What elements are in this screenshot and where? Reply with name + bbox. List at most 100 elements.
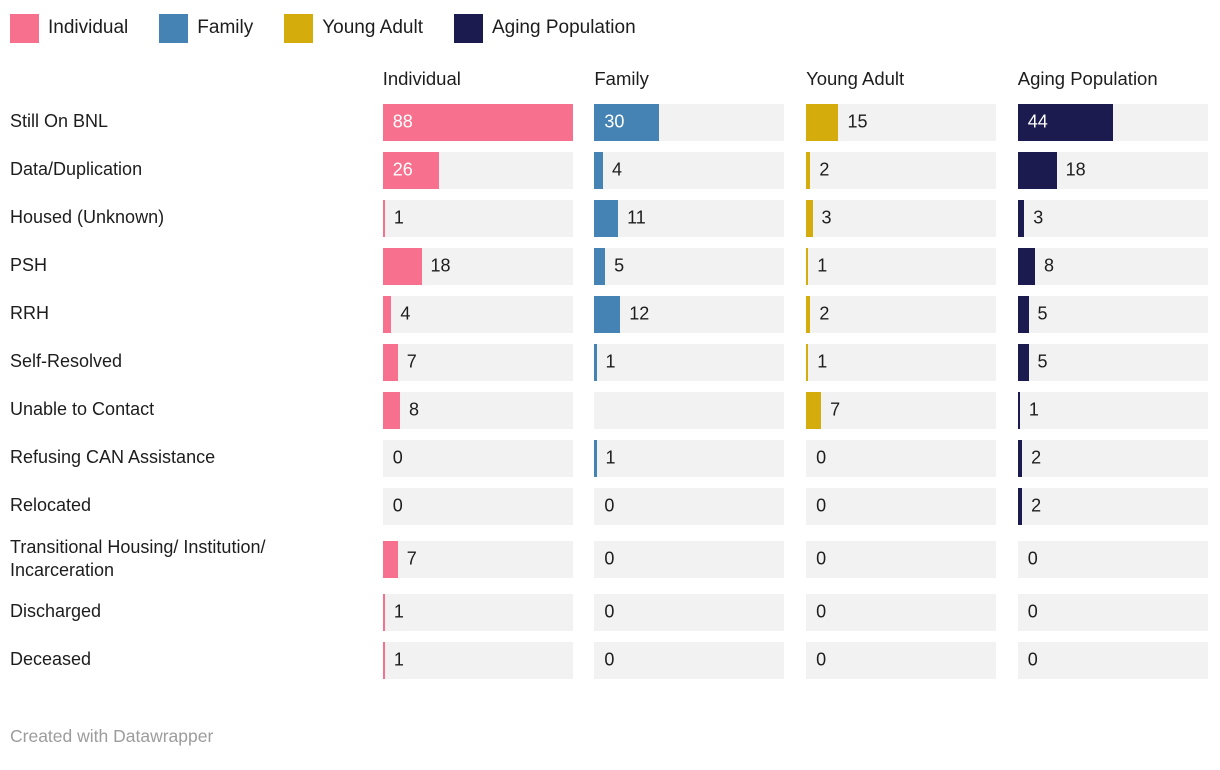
bar — [594, 247, 606, 285]
bar-track: 12 — [594, 295, 785, 333]
bar-track: 1 — [382, 199, 573, 237]
bar-track: 7 — [806, 391, 997, 429]
row-label: Deceased — [10, 649, 92, 670]
bar-track: 5 — [1017, 295, 1208, 333]
bar-track: 4 — [382, 295, 573, 333]
bar-track: 0 — [382, 487, 573, 525]
bar — [806, 103, 839, 141]
bar — [382, 247, 422, 285]
value-label: 8 — [1044, 255, 1055, 276]
bar-track: 8 — [382, 391, 573, 429]
legend-label: Aging Population — [491, 17, 636, 38]
bar-track: 2 — [806, 151, 997, 189]
bar-track: 7 — [382, 343, 573, 381]
bar — [806, 199, 813, 237]
row-label: Self-Resolved — [10, 351, 123, 372]
bar — [1017, 199, 1025, 237]
bar-track: 5 — [594, 247, 785, 285]
bar — [382, 343, 398, 381]
value-label: 1 — [1028, 399, 1039, 420]
value-label: 18 — [1065, 159, 1086, 180]
table-row: Discharged 1 0 0 0 — [10, 588, 1208, 636]
value-label: 0 — [816, 601, 827, 622]
value-label: 7 — [406, 351, 417, 372]
bar-track: 0 — [1017, 641, 1208, 679]
bar-track: 5 — [1017, 343, 1208, 381]
bar-track: 1 — [382, 593, 573, 631]
bar-track: 11 — [594, 199, 785, 237]
bar-track: 0 — [594, 487, 785, 525]
value-label: 0 — [816, 649, 827, 670]
bar-track: 18 — [1017, 151, 1208, 189]
chart-rows: Still On BNL 88 30 15 44 Data/Duplication 26 4 2… — [10, 98, 1208, 684]
bar — [1017, 487, 1023, 525]
bar — [1017, 247, 1036, 285]
column-header: Family — [594, 68, 649, 89]
value-label: 7 — [406, 548, 417, 569]
value-label: 4 — [400, 303, 411, 324]
bar-track: 0 — [806, 641, 997, 679]
table-row: Self-Resolved 7 1 1 5 — [10, 338, 1208, 386]
value-label: 0 — [604, 495, 615, 516]
value-label: 1 — [817, 255, 828, 276]
row-label: Transitional Housing/ Institution/ Incar… — [10, 536, 266, 580]
value-label: 0 — [392, 495, 403, 516]
value-label: 5 — [1037, 303, 1048, 324]
row-label: Data/Duplication — [10, 159, 143, 180]
bar-track: 0 — [1017, 593, 1208, 631]
value-label: 1 — [393, 601, 404, 622]
footer-credit[interactable]: Created with Datawrapper — [10, 726, 214, 746]
table-row: Deceased 1 0 0 0 — [10, 636, 1208, 684]
value-label: 8 — [408, 399, 419, 420]
bar — [382, 540, 398, 578]
value-label: 0 — [604, 601, 615, 622]
value-label: 30 — [604, 111, 625, 132]
bar — [594, 151, 603, 189]
bar-track: 1 — [806, 247, 997, 285]
legend-swatch-icon — [453, 13, 483, 43]
bar — [594, 343, 597, 381]
bar — [1017, 343, 1029, 381]
value-label: 2 — [819, 303, 830, 324]
value-label: 11 — [627, 207, 646, 228]
bar-track: 1 — [594, 343, 785, 381]
bar — [382, 199, 385, 237]
row-label: PSH — [10, 255, 48, 276]
value-label: 1 — [817, 351, 828, 372]
legend-item: Aging Population — [453, 13, 636, 43]
table-row: Data/Duplication 26 4 2 18 — [10, 146, 1208, 194]
bar-track: 4 — [594, 151, 785, 189]
bar — [806, 151, 811, 189]
bar — [1017, 103, 1113, 141]
legend-swatch-icon — [284, 13, 314, 43]
column-headers: Individual Family Young Adult Aging Populat… — [10, 68, 1208, 90]
value-label: 0 — [816, 447, 827, 468]
table-row: Transitional Housing/ Institution/ Incar… — [10, 530, 1208, 588]
value-label: 7 — [830, 399, 841, 420]
value-label: 5 — [614, 255, 625, 276]
value-label: 3 — [821, 207, 832, 228]
bar — [806, 343, 809, 381]
value-label: 0 — [816, 548, 827, 569]
bar — [1017, 391, 1020, 429]
legend-label: Young Adult — [322, 17, 423, 38]
bar-track: 26 — [382, 151, 573, 189]
bar — [382, 295, 392, 333]
value-label: 2 — [1031, 447, 1042, 468]
bar-track: 0 — [806, 439, 997, 477]
column-header: Individual — [382, 68, 461, 89]
value-label: 2 — [819, 159, 830, 180]
bar-track: 88 — [382, 103, 573, 141]
value-label: 0 — [1027, 601, 1038, 622]
bar-track: 30 — [594, 103, 785, 141]
bar-track: 3 — [806, 199, 997, 237]
row-label: Discharged — [10, 601, 102, 622]
bar-track: 7 — [382, 540, 573, 578]
bar — [806, 247, 809, 285]
bar-track: 2 — [1017, 487, 1208, 525]
bar — [1017, 295, 1029, 333]
bar-track: 1 — [594, 439, 785, 477]
value-label: 5 — [1037, 351, 1048, 372]
value-label: 2 — [1031, 495, 1042, 516]
bar — [382, 391, 400, 429]
